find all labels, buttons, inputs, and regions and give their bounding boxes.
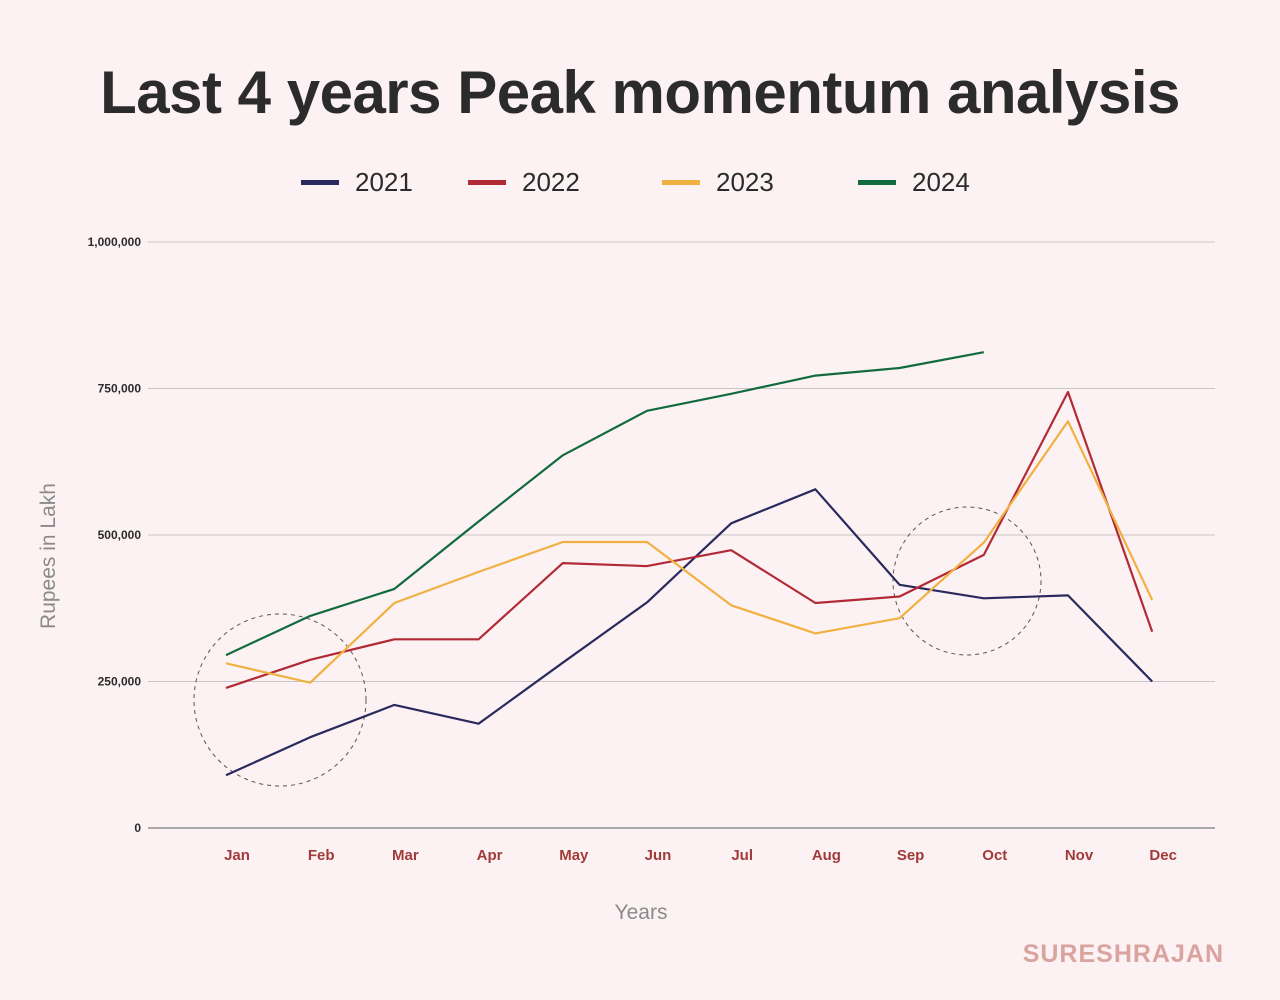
y-tick-label: 1,000,000 [88, 235, 142, 249]
x-tick-label: Jul [731, 847, 753, 864]
y-tick-label: 250,000 [98, 675, 142, 689]
watermark: SURESHRAJAN [1022, 940, 1224, 968]
annotations [193, 506, 1042, 787]
y-tick-label: 500,000 [98, 528, 142, 542]
series-line-2022 [225, 390, 1154, 689]
legend: 2021 2022 2023 2024 [0, 164, 1280, 200]
series-line-2024 [225, 351, 985, 657]
series-line-2021 [225, 488, 1153, 777]
x-tick-label: Aug [812, 847, 841, 864]
legend-item-2024: 2024 [858, 164, 970, 200]
y-axis-ticks: 0 250,000 500,000 750,000 1,000,000 [88, 235, 142, 835]
gridlines [148, 241, 1215, 829]
x-axis-title: Years [615, 901, 668, 924]
legend-swatch-2021 [301, 179, 339, 185]
x-tick-label: Sep [897, 847, 925, 864]
legend-label-2022: 2022 [522, 166, 580, 197]
legend-swatch-2022 [468, 179, 506, 185]
x-tick-label: Jan [224, 847, 250, 864]
legend-swatch-2024 [858, 179, 896, 185]
legend-item-2021: 2021 [301, 164, 413, 200]
legend-item-2023: 2023 [662, 164, 774, 200]
legend-item-2022: 2022 [468, 164, 580, 200]
x-tick-label: Nov [1065, 847, 1094, 864]
y-tick-label: 0 [134, 821, 141, 835]
legend-label-2024: 2024 [912, 166, 970, 197]
y-tick-label: 750,000 [98, 382, 142, 396]
y-axis-title: Rupees in Lakh [37, 483, 60, 629]
x-tick-label: Feb [308, 847, 335, 864]
series-lines [225, 351, 1154, 777]
x-tick-label: May [559, 847, 589, 864]
x-axis-ticks: Jan Feb Mar Apr May Jun Jul Aug Sep Oct Nov Dec [224, 847, 1177, 864]
x-tick-label: Apr [477, 847, 503, 864]
chart-title: Last 4 years Peak momentum analysis [100, 59, 1180, 126]
series-line-2023 [225, 420, 1154, 684]
annotation-dashed-circle [892, 506, 1042, 656]
legend-label-2023: 2023 [716, 166, 774, 197]
x-tick-label: Jun [645, 847, 672, 864]
x-tick-label: Dec [1149, 847, 1177, 864]
x-tick-label: Mar [392, 847, 419, 864]
annotation-dashed-circle [193, 613, 367, 787]
x-tick-label: Oct [982, 847, 1007, 864]
legend-swatch-2023 [662, 179, 700, 185]
legend-label-2021: 2021 [355, 166, 413, 197]
